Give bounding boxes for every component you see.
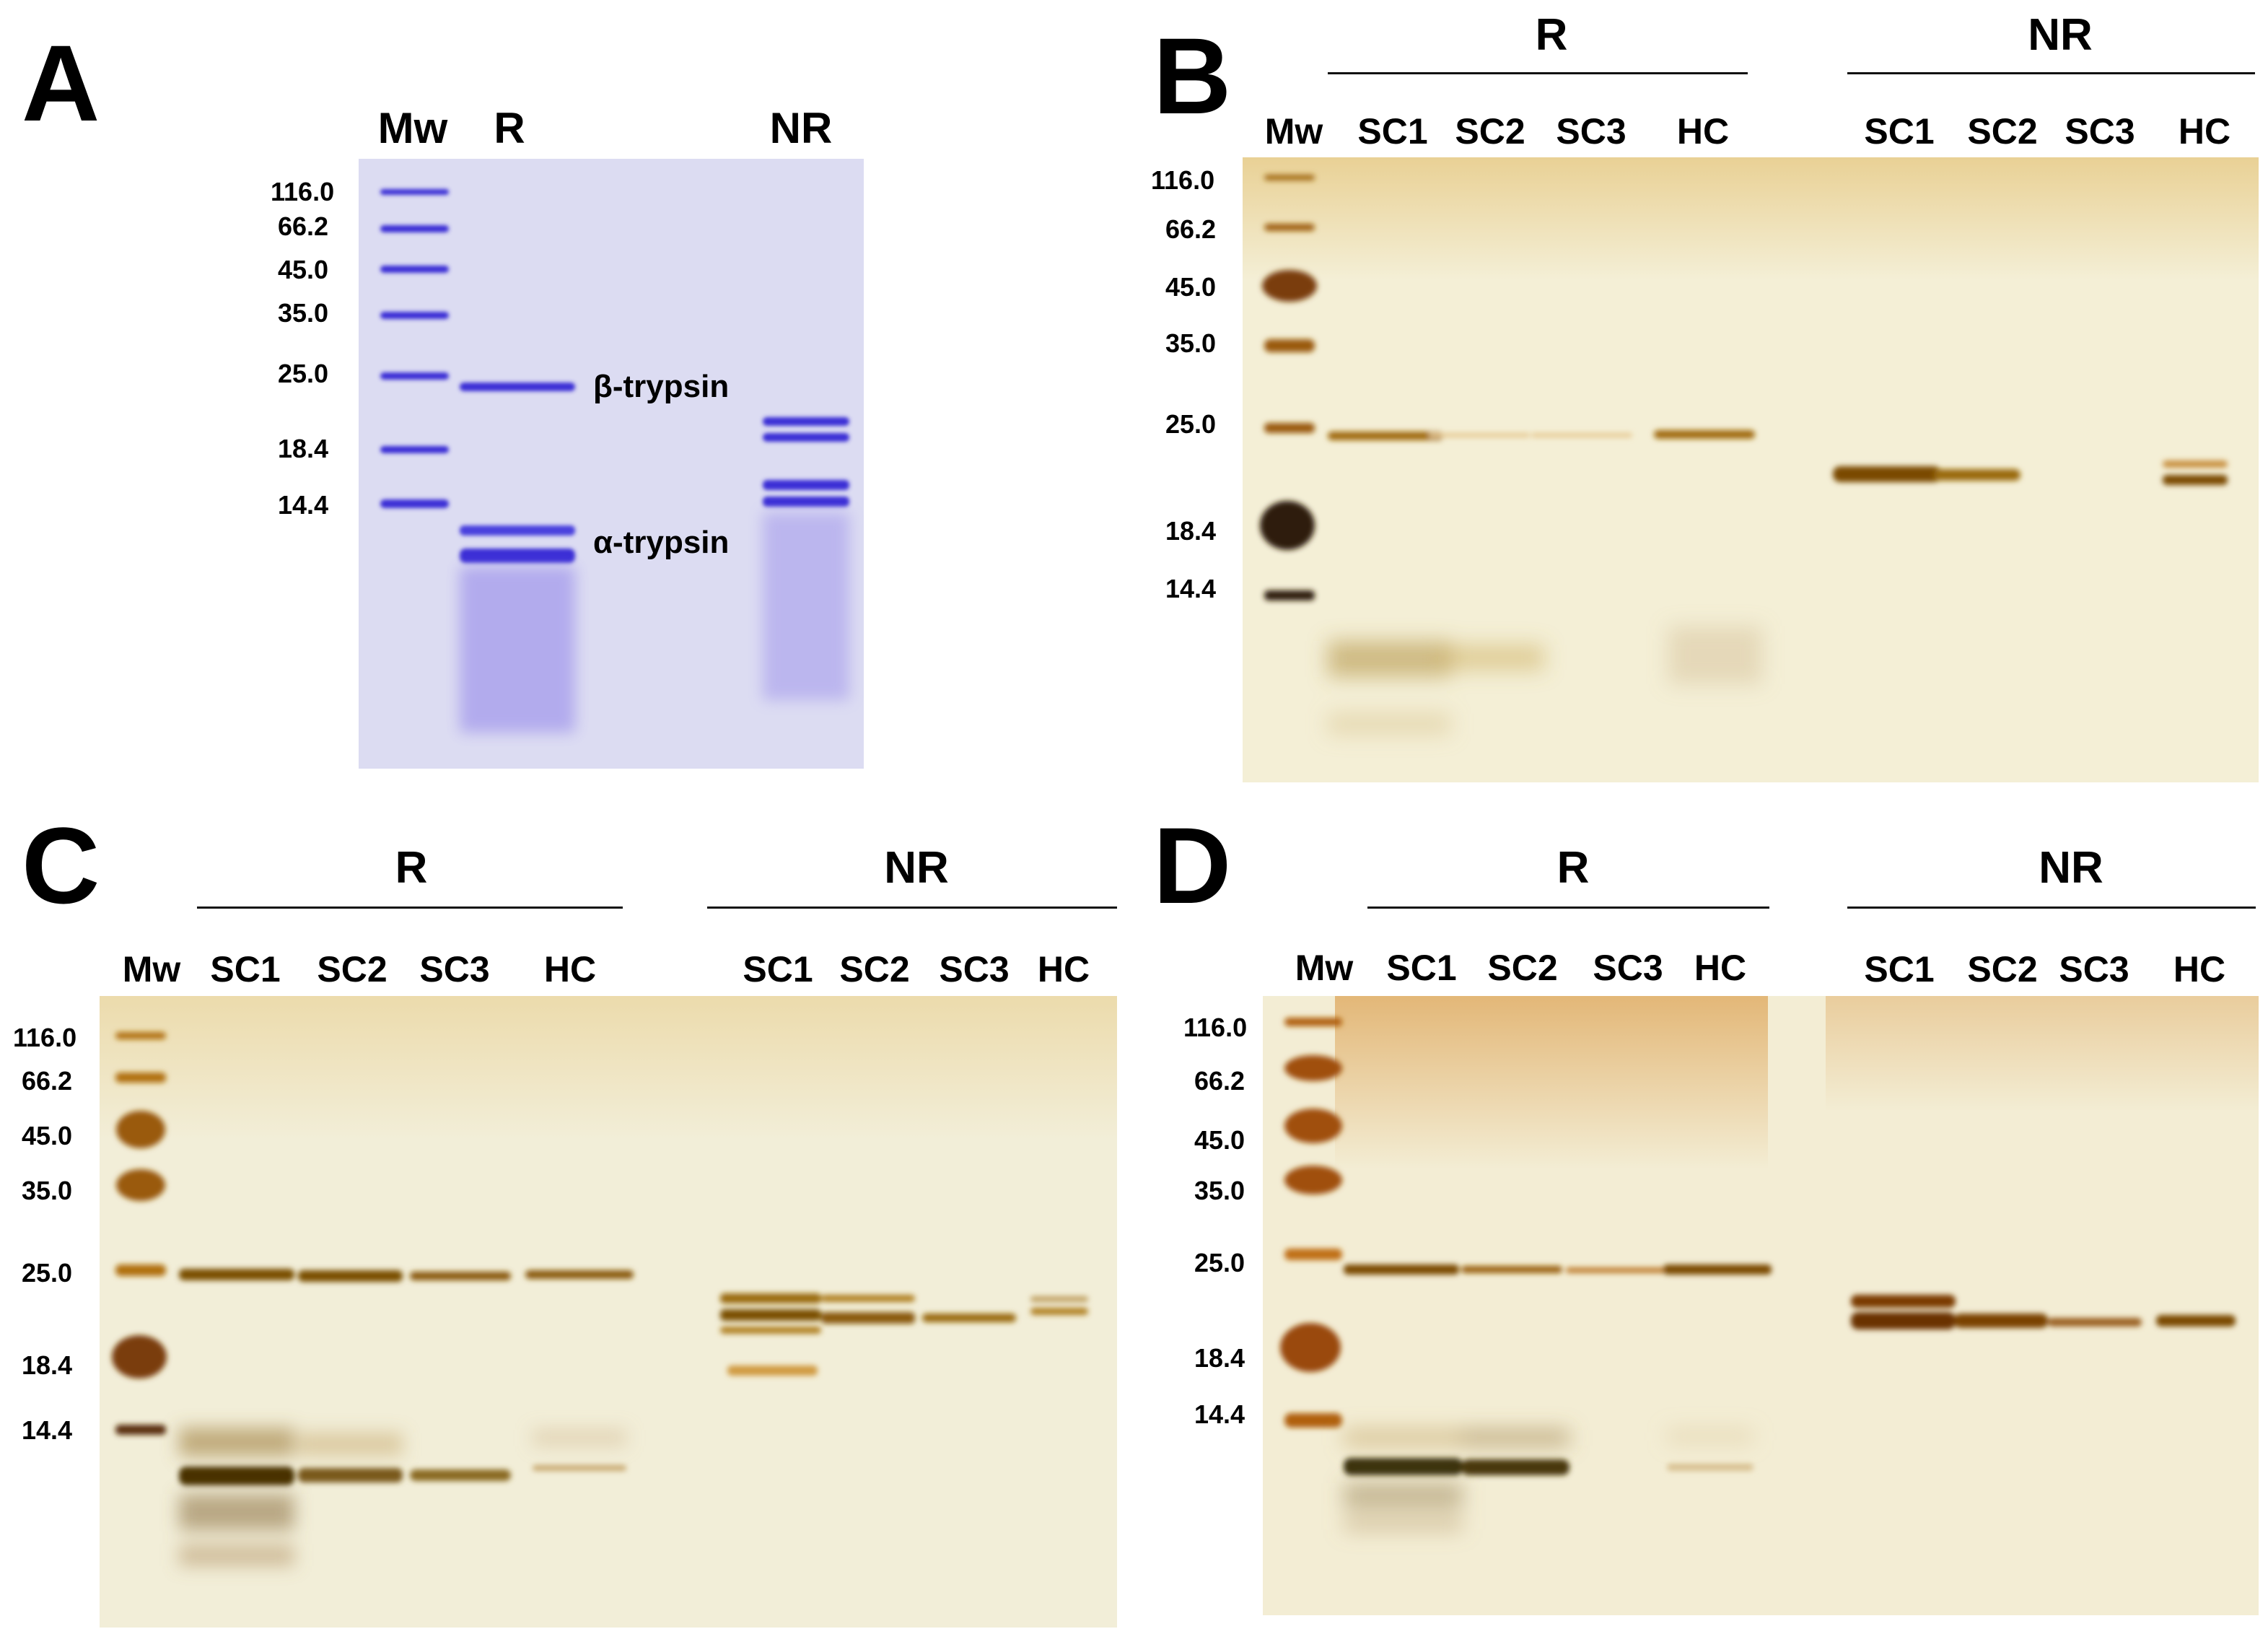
panel-c-lane-mw: Mw <box>122 949 181 989</box>
panel-d-group-nr-line <box>1847 906 2256 909</box>
panel-b-gel <box>1243 157 2259 782</box>
panel-c-lane-r-smear <box>179 1428 626 1566</box>
panel-b-marker-45: 45.0 <box>1165 272 1217 302</box>
panel-a-marker-66: 66.2 <box>278 211 329 241</box>
panel-a-lane-r: R <box>494 104 525 152</box>
panel-b-lane-nr-hc: HC <box>2178 111 2231 152</box>
panel-c-lane-r-sc1: SC1 <box>210 949 281 989</box>
panel-a-mw-ladder <box>380 189 449 508</box>
panel-b-lane-nr-sc2: SC2 <box>1967 111 2038 152</box>
panel-a-marker-116: 116.0 <box>271 177 335 206</box>
panel-d-lane-r-bands <box>1344 1264 1772 1475</box>
panel-c-lane-r-hc: HC <box>543 949 597 989</box>
panel-c-marker-116: 116.0 <box>13 1023 77 1052</box>
panel-d-lane-r-sc1: SC1 <box>1386 948 1457 988</box>
panel-d-lane-nr-hc: HC <box>2173 949 2226 989</box>
panel-b-lane-nr-sc3: SC3 <box>2065 111 2135 152</box>
panel-d-lane-r-hc: HC <box>1694 948 1747 988</box>
panel-b-lane-r-sc3: SC3 <box>1556 111 1626 152</box>
panel-d-marker-14: 14.4 <box>1194 1399 1245 1429</box>
panel-a-lane-r-bands <box>460 383 575 563</box>
panel-d-letter: D <box>1153 805 1232 926</box>
panel-b-marker-18: 18.4 <box>1165 516 1217 546</box>
panel-a-marker-14: 14.4 <box>278 490 329 520</box>
panel-b-marker-35: 35.0 <box>1165 328 1217 358</box>
panel-b-lane-r-sc1: SC1 <box>1357 111 1428 152</box>
panel-b-group-r-line <box>1328 72 1748 74</box>
panel-a-lane-r-smear <box>460 567 575 733</box>
panel-a-marker-35: 35.0 <box>278 298 329 328</box>
panel-b-lane-mw: Mw <box>1264 111 1323 152</box>
panel-d-lane-nr-sc3: SC3 <box>2059 949 2129 989</box>
panel-c-mw-ladder <box>112 1032 167 1435</box>
panel-c-marker-25: 25.0 <box>22 1258 73 1288</box>
panel-c-lane-nr-hc: HC <box>1037 949 1090 989</box>
panel-b-lane-nr-sc1: SC1 <box>1864 111 1935 152</box>
panel-b-mw-ladder <box>1260 175 1317 600</box>
panel-a-alpha-label: α-trypsin <box>593 525 730 560</box>
panel-c-marker-18: 18.4 <box>22 1350 73 1380</box>
panel-c-letter: C <box>22 805 100 926</box>
panel-c-lane-nr-sc1: SC1 <box>743 949 813 989</box>
panel-d-marker-45: 45.0 <box>1194 1125 1245 1155</box>
panel-c-lane-nr-bands <box>720 1293 1088 1376</box>
panel-a-lane-mw: Mw <box>377 104 448 152</box>
panel-c-lane-nr-sc3: SC3 <box>939 949 1010 989</box>
panel-b-group-nr: NR <box>2028 10 2093 60</box>
panel-d-lane-nr-bands <box>1851 1295 2236 1329</box>
panel-b-group-r: R <box>1535 10 1568 60</box>
panel-a-lane-nr-smear <box>763 512 849 700</box>
panel-b-lane-r-hc: HC <box>1676 111 1730 152</box>
panel-c-lane-r-sc3: SC3 <box>419 949 490 989</box>
panel-b-letter: B <box>1153 15 1232 136</box>
panel-a-lane-nr: NR <box>769 104 833 152</box>
panel-c-lane-r-bands <box>179 1269 634 1485</box>
panel-d-lane-r-sc2: SC2 <box>1487 948 1558 988</box>
panel-d-lane-r-sc3: SC3 <box>1593 948 1663 988</box>
panel-c-group-nr-line <box>707 906 1117 909</box>
panel-c-marker-14: 14.4 <box>22 1415 73 1445</box>
panel-d-mw-ladder <box>1280 1018 1342 1428</box>
panel-d-marker-18: 18.4 <box>1194 1343 1245 1373</box>
panel-c-group-r: R <box>395 843 428 893</box>
panel-a-lane-nr-bands <box>763 417 849 507</box>
panel-d-group-r: R <box>1556 843 1590 893</box>
panel-d-group-r-line <box>1367 906 1769 909</box>
panel-d-lane-nr-sc1: SC1 <box>1864 949 1935 989</box>
panel-b-marker-66: 66.2 <box>1165 214 1217 244</box>
panel-d-marker-116: 116.0 <box>1183 1013 1248 1042</box>
panel-c-gel <box>100 996 1117 1628</box>
panel-c-group-r-line <box>197 906 623 909</box>
panel-b-marker-25: 25.0 <box>1165 409 1217 439</box>
panel-b-group-nr-line <box>1847 72 2255 74</box>
panel-c-lane-r-sc2: SC2 <box>317 949 388 989</box>
panel-c-lane-nr-sc2: SC2 <box>839 949 910 989</box>
panel-d-marker-66: 66.2 <box>1194 1066 1245 1096</box>
panel-c-marker-45: 45.0 <box>22 1121 73 1150</box>
panel-a-marker-25: 25.0 <box>278 359 329 388</box>
panel-b-marker-116: 116.0 <box>1151 165 1215 195</box>
panel-b-lane-r-smear <box>1328 626 1762 735</box>
panel-a-letter: A <box>22 22 100 144</box>
panel-d-marker-35: 35.0 <box>1194 1176 1245 1205</box>
panel-d-group-nr: NR <box>2039 843 2103 893</box>
panel-d-lane-r-smear <box>1344 1429 1753 1532</box>
panel-d-gel <box>1263 996 2259 1615</box>
panel-c-marker-35: 35.0 <box>22 1176 73 1205</box>
panel-a-gel <box>359 159 864 769</box>
panel-a-marker-45: 45.0 <box>278 255 329 284</box>
panel-b-lane-r-bands <box>1328 430 2228 485</box>
panel-d-marker-25: 25.0 <box>1194 1248 1245 1277</box>
panel-a-beta-label: β-trypsin <box>593 369 730 404</box>
panel-c-group-nr: NR <box>884 843 949 893</box>
panel-b-lane-r-sc2: SC2 <box>1455 111 1525 152</box>
panel-d-lane-mw: Mw <box>1295 948 1354 988</box>
panel-b-marker-14: 14.4 <box>1165 574 1217 603</box>
panel-a-marker-18: 18.4 <box>278 434 329 463</box>
panel-d-lane-nr-sc2: SC2 <box>1967 949 2038 989</box>
panel-c-marker-66: 66.2 <box>22 1066 73 1096</box>
